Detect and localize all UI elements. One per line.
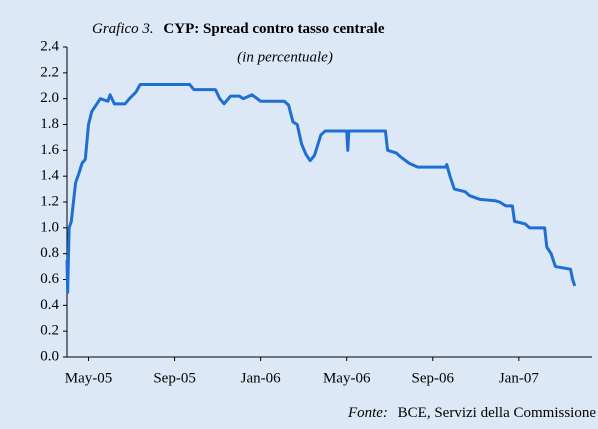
y-tick-label: 2.2 [40,64,59,80]
y-tick-label: 0.4 [40,297,59,313]
x-tick-label: Jan-07 [499,370,539,386]
source-label: Fonte: [347,405,388,421]
y-tick-label: 0.8 [40,245,59,261]
y-tick-label: 0.0 [40,348,59,364]
y-tick-label: 2.0 [40,90,59,106]
y-tick-label: 1.2 [40,193,59,209]
x-tick-label: Jan-06 [241,370,281,386]
title-text: CYP: Spread contro tasso centrale [163,21,384,37]
y-tick-label: 1.0 [40,219,59,235]
source-note: Fonte: BCE, Servizi della Commissione [347,405,596,421]
title-label: Grafico 3. [92,21,154,37]
y-tick-label: 2.4 [40,38,59,54]
y-tick-label: 0.2 [40,323,59,339]
x-tick-label: Sep-05 [153,370,196,386]
y-tick-label: 1.8 [40,116,59,132]
chart-title: Grafico 3. CYP: Spread contro tasso cent… [92,21,385,37]
source-text: BCE, Servizi della Commissione [398,405,597,421]
x-tick-label: May-05 [65,370,113,386]
x-tick-label: May-06 [323,370,371,386]
x-tick-label: Sep-06 [412,370,455,386]
data-line [65,82,577,294]
chart-subtitle: (in percentuale) [237,49,333,65]
y-tick-label: 1.4 [40,168,59,184]
y-tick-label: 0.6 [40,271,59,287]
y-tick-label: 1.6 [40,142,59,158]
